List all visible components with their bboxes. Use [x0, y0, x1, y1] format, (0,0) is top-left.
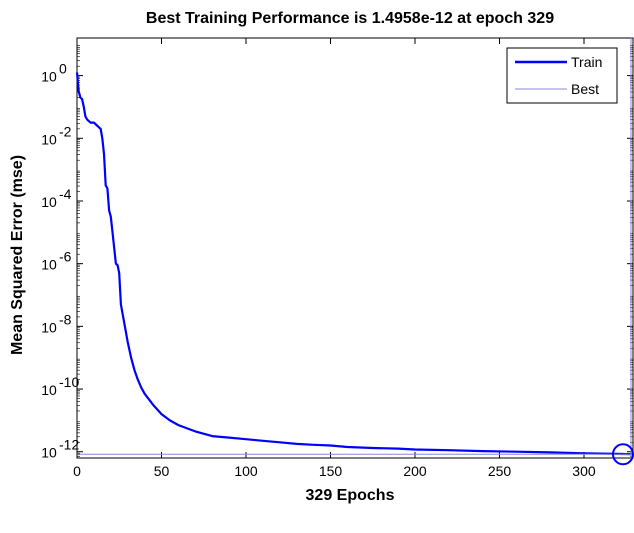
y-tick-exponent: -2 — [59, 123, 72, 139]
y-tick-label: 10 — [41, 194, 57, 210]
y-tick-exponent: -12 — [59, 437, 79, 453]
legend-best-label: Best — [571, 81, 599, 97]
chart-title: Best Training Performance is 1.4958e-12 … — [146, 10, 554, 27]
x-tick-label: 50 — [154, 463, 170, 479]
y-tick-label: 10 — [41, 382, 57, 398]
y-tick-exponent: -6 — [59, 249, 72, 265]
x-tick-label: 100 — [234, 463, 258, 479]
y-tick-label: 10 — [41, 131, 57, 147]
x-tick-label: 150 — [319, 463, 343, 479]
y-tick-exponent: 0 — [59, 61, 67, 77]
y-tick-exponent: -10 — [59, 374, 79, 390]
axes-box — [76, 37, 634, 459]
y-tick-label: 10 — [41, 319, 57, 335]
best-point-marker — [612, 443, 634, 466]
x-tick-label: 200 — [403, 463, 427, 479]
y-tick-exponent: -4 — [59, 186, 72, 202]
train-series-line — [75, 72, 634, 456]
x-axis-label: 329 Epochs — [306, 487, 395, 504]
legend-box — [506, 47, 618, 104]
y-tick-exponent: -8 — [59, 311, 72, 327]
y-tick-label: 10 — [41, 69, 57, 85]
x-tick-label: 300 — [572, 463, 596, 479]
x-tick-label: 250 — [488, 463, 512, 479]
y-tick-label: 10 — [41, 257, 57, 273]
y-tick-label: 10 — [41, 445, 57, 461]
y-axis-label: Mean Squared Error (mse) — [9, 155, 26, 355]
legend-train-label: Train — [571, 54, 602, 70]
x-tick-label: 0 — [73, 463, 81, 479]
legend: Train Best — [506, 47, 618, 104]
